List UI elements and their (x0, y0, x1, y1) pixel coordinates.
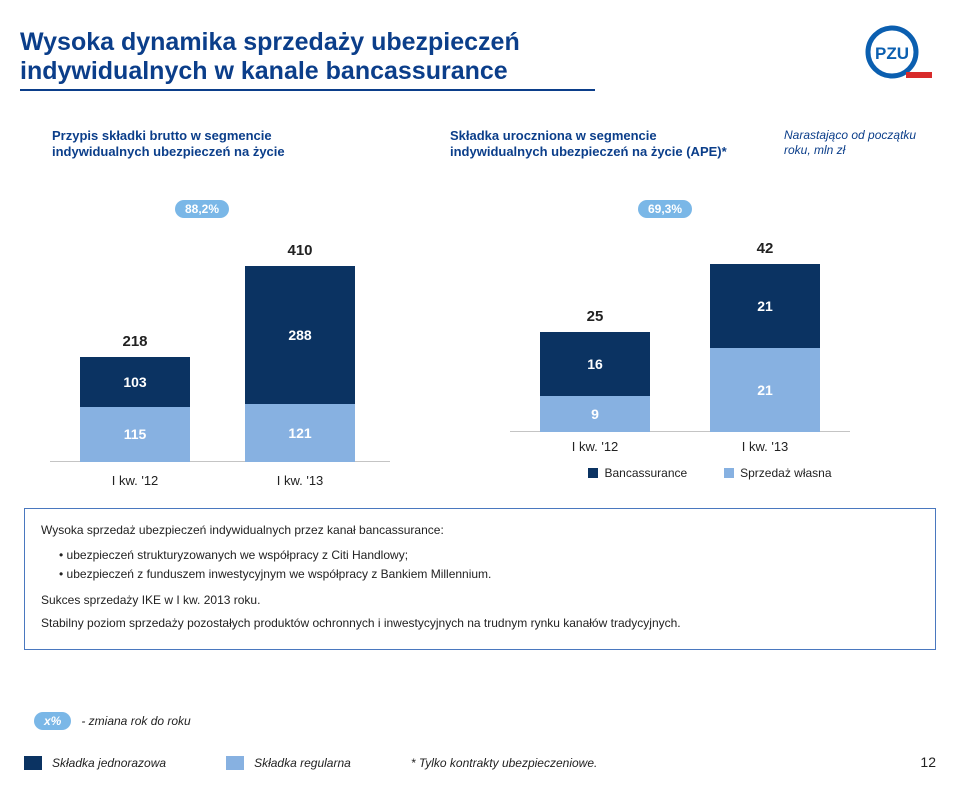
legend-label: Bancassurance (604, 466, 687, 480)
bar-column: 218115103I kw. '12 (80, 357, 190, 462)
commentary-para-2: Stabilny poziom sprzedaży pozostałych pr… (41, 614, 919, 633)
commentary-box: Wysoka sprzedaż ubezpieczeń indywidualny… (24, 508, 936, 650)
legend-label: Składka jednorazowa (52, 756, 166, 770)
note-cumulative: Narastająco od początku roku, mln zł (784, 128, 934, 158)
commentary-bullet: ubezpieczeń z funduszem inwestycyjnym we… (59, 565, 919, 584)
bar-segment: 16 (540, 332, 650, 396)
title-line-2: indywidualnych w kanale bancassurance (20, 57, 595, 86)
chart-premium-written: 88,2% 218115103I kw. '12410121288I kw. '… (40, 200, 400, 490)
title-line-1: Wysoka dynamika sprzedaży ubezpieczeń (20, 28, 595, 57)
page-number: 12 (920, 754, 936, 770)
badge-example: x% (34, 712, 71, 730)
bar-x-label: I kw. '13 (710, 439, 820, 454)
legend-label: Sprzedaż własna (740, 466, 831, 480)
commentary-bullet: ubezpieczeń strukturyzowanych we współpr… (59, 546, 919, 565)
legend-single-premium: Składka jednorazowa (24, 756, 166, 770)
bar-total-label: 410 (245, 242, 355, 259)
legend-swatch (724, 468, 734, 478)
bar-segment: 9 (540, 396, 650, 432)
bar-x-label: I kw. '12 (540, 439, 650, 454)
legend-label: Składka regularna (254, 756, 351, 770)
bar-total-label: 218 (80, 333, 190, 350)
chart1-growth-badge: 88,2% (175, 200, 229, 218)
subtitle-right: Składka uroczniona w segmencie indywidua… (450, 128, 750, 161)
legend-swatch (226, 756, 244, 770)
legend-item-bancassurance: Bancassurance (588, 466, 687, 480)
bar-segment: 121 (245, 404, 355, 462)
bottom-legend-strip: x% - zmiana rok do roku Składka jednoraz… (24, 712, 936, 772)
bar-column: 410121288I kw. '13 (245, 266, 355, 462)
chart2-growth-badge: 69,3% (638, 200, 692, 218)
chart-ape: 69,3% 25916I kw. '12422121I kw. '13 Banc… (480, 200, 880, 490)
page-title: Wysoka dynamika sprzedaży ubezpieczeń in… (20, 28, 595, 91)
bar-segment: 115 (80, 407, 190, 462)
legend-swatch (24, 756, 42, 770)
commentary-bullets: ubezpieczeń strukturyzowanych we współpr… (41, 546, 919, 584)
bar-segment: 21 (710, 264, 820, 348)
footnote: * Tylko kontrakty ubezpieczeniowe. (411, 756, 598, 770)
badge-legend: x% - zmiana rok do roku (34, 712, 191, 730)
bar-x-label: I kw. '13 (245, 473, 355, 488)
bar-total-label: 42 (710, 240, 820, 257)
commentary-para-1: Sukces sprzedaży IKE w I kw. 2013 roku. (41, 591, 919, 610)
bar-segment: 103 (80, 357, 190, 406)
legend-regular-premium: Składka regularna (226, 756, 351, 770)
bar-column: 25916I kw. '12 (540, 332, 650, 432)
badge-legend-label: - zmiana rok do roku (81, 714, 190, 728)
commentary-lead: Wysoka sprzedaż ubezpieczeń indywidualny… (41, 521, 919, 540)
bar-column: 422121I kw. '13 (710, 264, 820, 432)
pzu-logo: PZU (848, 24, 936, 84)
bar-total-label: 25 (540, 308, 650, 325)
legend-swatch (588, 468, 598, 478)
bar-segment: 21 (710, 348, 820, 432)
bar-x-label: I kw. '12 (80, 473, 190, 488)
chart2-legend: Bancassurance Sprzedaż własna (570, 466, 850, 480)
subtitle-left: Przypis składki brutto w segmencie indyw… (52, 128, 352, 161)
svg-text:PZU: PZU (875, 44, 909, 63)
legend-item-own-sales: Sprzedaż własna (724, 466, 831, 480)
bar-segment: 288 (245, 266, 355, 404)
